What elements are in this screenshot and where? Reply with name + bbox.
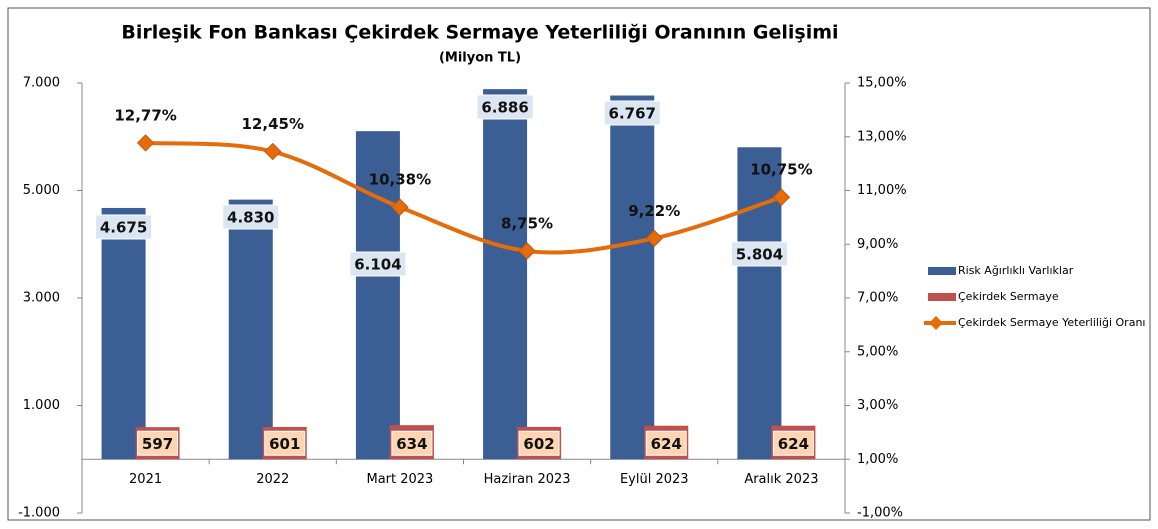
line-value-label: 12,45% xyxy=(242,115,304,133)
bar-value-label-box xyxy=(476,94,534,120)
bar xyxy=(483,89,528,460)
y-tick-label: 3.000 xyxy=(23,291,60,306)
bar xyxy=(610,95,655,460)
y2-tick-label: 1,00% xyxy=(857,452,898,467)
legend-swatch xyxy=(929,316,943,330)
legend-swatch xyxy=(928,293,956,301)
bar-value-label-box xyxy=(95,214,153,240)
y2-tick-label: 11,00% xyxy=(857,183,907,198)
legend-swatch xyxy=(928,267,956,275)
bar-value-label-box xyxy=(645,430,687,456)
bar-value-label-box xyxy=(391,430,433,456)
y2-tick-label: 3,00% xyxy=(857,398,898,413)
y2-tick-label: 9,00% xyxy=(857,237,898,252)
bar-value-label: 597 xyxy=(142,435,173,453)
bar-value-label: 6.104 xyxy=(354,256,401,274)
line-marker xyxy=(264,142,282,161)
y-tick-label: 5.000 xyxy=(23,183,60,198)
x-tick-label: Eylül 2023 xyxy=(620,472,689,487)
x-tick-label: 2022 xyxy=(256,472,289,487)
line-value-label: 9,22% xyxy=(628,202,680,220)
bar-value-label: 624 xyxy=(778,435,809,453)
legend-label: Çekirdek Sermaye xyxy=(958,290,1059,303)
line-marker xyxy=(645,229,663,248)
bar xyxy=(228,199,273,460)
bar-value-label: 4.830 xyxy=(227,209,274,227)
line-marker xyxy=(391,198,409,216)
bar-value-label: 6.886 xyxy=(481,99,528,117)
y2-tick-label: 7,00% xyxy=(857,291,898,306)
y2-tick-label: 15,00% xyxy=(857,76,907,91)
bar-value-label: 602 xyxy=(523,435,554,453)
line-value-label: 10,38% xyxy=(369,171,431,189)
bar-value-label: 6.767 xyxy=(609,105,656,123)
x-tick-label: 2021 xyxy=(129,472,162,487)
bar-value-label-box xyxy=(349,251,407,277)
line-marker xyxy=(136,134,155,152)
y2-tick-label: 5,00% xyxy=(857,344,898,359)
bar xyxy=(355,131,400,460)
chart-subtitle: (Milyon TL) xyxy=(439,51,521,66)
bar-value-label-box xyxy=(772,430,814,456)
line-marker xyxy=(518,242,536,260)
bar-value-label: 624 xyxy=(651,435,682,453)
line xyxy=(145,140,783,255)
bar-value-label-box xyxy=(603,100,661,126)
line-value-label: 12,77% xyxy=(114,106,176,124)
line-value-label: 10,75% xyxy=(750,161,812,179)
bar-value-label: 601 xyxy=(269,435,300,453)
y2-tick-label: 13,00% xyxy=(857,129,907,144)
x-tick-label: Mart 2023 xyxy=(366,472,433,487)
x-tick-label: Aralık 2023 xyxy=(744,472,818,487)
line-value-label: 8,75% xyxy=(501,214,553,232)
line-marker xyxy=(772,188,791,206)
bar-value-label: 5.804 xyxy=(736,246,783,264)
legend-label: Çekirdek Sermaye Yeterliliği Oranı xyxy=(958,316,1145,329)
x-tick-label: Haziran 2023 xyxy=(484,472,571,487)
bar-value-label-box xyxy=(137,430,179,456)
bar-value-label: 634 xyxy=(396,435,427,453)
y-tick-label: -1.000 xyxy=(18,506,60,521)
chart-frame xyxy=(7,7,1151,521)
bar-value-label-box xyxy=(518,430,560,456)
bar-value-label-box xyxy=(222,204,280,230)
bar xyxy=(737,147,782,460)
y2-tick-label: -1,00% xyxy=(857,506,903,521)
y-tick-label: 7.000 xyxy=(23,76,60,91)
chart-title: Birleşik Fon Bankası Çekirdek Sermaye Ye… xyxy=(121,22,838,44)
legend-label: Risk Ağırlıklı Varlıklar xyxy=(958,264,1074,277)
bar-value-label-box xyxy=(264,430,306,456)
bar-value-label: 4.675 xyxy=(100,219,147,237)
bar-value-label-box xyxy=(730,241,788,267)
bar xyxy=(101,207,146,460)
y-tick-label: 1.000 xyxy=(23,398,60,413)
